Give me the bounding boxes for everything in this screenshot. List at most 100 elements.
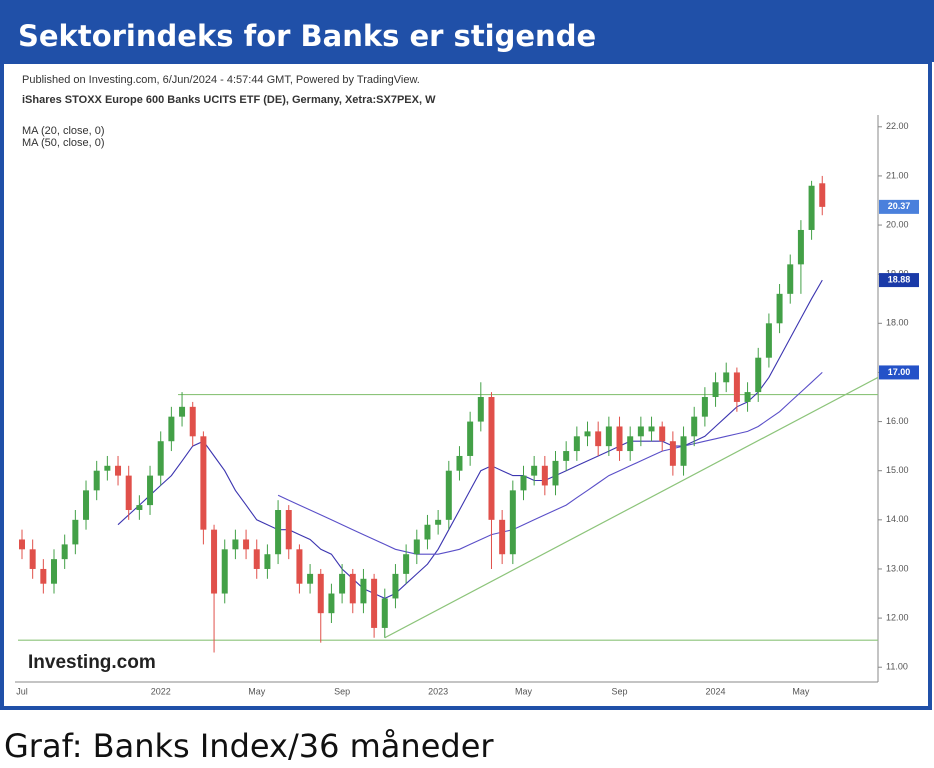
y-tick-label: 13.00 [886, 563, 909, 573]
candle-body [509, 490, 516, 555]
candle-body [541, 465, 548, 486]
y-tick-label: 20.00 [886, 219, 909, 229]
candle-body [40, 568, 47, 584]
candle-body [168, 416, 175, 442]
candle-body [605, 426, 612, 447]
y-tick-label: 16.00 [886, 416, 909, 426]
x-tick-label: 2024 [706, 686, 726, 696]
candle-body [691, 416, 698, 437]
candle-body [29, 549, 36, 569]
candle-body [712, 382, 719, 398]
x-tick-label: May [792, 686, 810, 696]
candle-body [339, 573, 346, 594]
candle-body [413, 539, 420, 555]
x-tick-label: Sep [334, 686, 350, 696]
y-tick-label: 14.00 [886, 514, 909, 524]
candle-body [637, 426, 644, 437]
candle-body [595, 431, 602, 447]
candle-body [232, 539, 239, 550]
y-tick-label: 21.00 [886, 170, 909, 180]
candle-body [211, 529, 218, 594]
candle-body [723, 372, 730, 383]
price-tag-label: 20.37 [888, 201, 911, 211]
chart-frame [0, 60, 932, 710]
candle-body [328, 593, 335, 614]
candle-body [125, 475, 132, 511]
candle-body [659, 426, 666, 442]
candle-body [221, 549, 228, 594]
candle-body [72, 519, 79, 545]
candle-body [19, 539, 25, 550]
candle-body [755, 357, 762, 393]
candle-body [136, 505, 143, 511]
published-note: Published on Investing.com, 6/Jun/2024 -… [22, 74, 420, 86]
candle-body [424, 524, 431, 540]
candle-body [787, 264, 794, 294]
candle-body [61, 544, 68, 560]
candle-body [467, 421, 474, 456]
header-title: Sektorindeks for Banks er stigende [18, 19, 596, 53]
candle-body [488, 397, 495, 520]
candle-body [563, 451, 570, 461]
ma-line [277, 371, 823, 555]
candle-body [531, 465, 538, 476]
candle-body [104, 465, 111, 471]
candle-body [147, 475, 154, 506]
candle-body [392, 573, 399, 599]
candle-body [445, 470, 452, 520]
candle-body [115, 465, 122, 476]
candle-body [765, 323, 772, 358]
price-tag-label: 17.00 [888, 367, 911, 377]
y-tick-label: 11.00 [886, 662, 908, 672]
candle-body [179, 406, 186, 417]
candle-body [797, 229, 804, 265]
candle-body [189, 406, 196, 437]
candle-body [371, 578, 378, 628]
candle-body [552, 460, 559, 486]
candle-body [403, 554, 410, 574]
candle-body [573, 436, 580, 452]
candle-body [51, 559, 58, 584]
trend-line [384, 376, 879, 639]
caption: Graf: Banks Index/36 måneder [4, 727, 494, 765]
x-tick-label: May [248, 686, 266, 696]
candle-body [776, 293, 783, 324]
y-tick-label: 22.00 [886, 121, 909, 131]
y-tick-label: 18.00 [886, 318, 909, 328]
candle-body [296, 549, 303, 584]
y-tick-label: 12.00 [886, 612, 909, 622]
candle-body [584, 431, 591, 437]
candle-body [744, 392, 751, 402]
candle-body [307, 573, 314, 584]
x-tick-label: Sep [612, 686, 628, 696]
candle-body [275, 510, 282, 555]
candle-body [819, 183, 826, 207]
candle-body [669, 441, 676, 466]
candle-body [317, 573, 324, 614]
legend-entry: MA (50, close, 0) [22, 137, 105, 149]
legend-entry: MA (20, close, 0) [22, 125, 105, 137]
x-tick-label: Jul [16, 686, 28, 696]
candle-body [243, 539, 250, 550]
instrument-title: iShares STOXX Europe 600 Banks UCITS ETF… [22, 94, 436, 106]
price-tag [879, 273, 919, 288]
candle-body [808, 185, 815, 230]
logo: Investing.com [28, 652, 156, 673]
candle-body [200, 436, 207, 530]
price-tag [879, 365, 919, 380]
candle-body [253, 549, 260, 569]
candle-body [733, 372, 740, 402]
candle-body [157, 441, 164, 476]
ma-line [117, 279, 823, 600]
candle-body [349, 573, 356, 604]
x-tick-label: 2023 [428, 686, 448, 696]
candle-body [648, 426, 655, 432]
price-tag-label: 18.88 [888, 274, 911, 284]
candle-body [381, 598, 388, 628]
candle-body [264, 554, 271, 569]
candle-body [701, 397, 708, 417]
candle-body [285, 510, 292, 550]
candle-body [499, 519, 506, 555]
header-bar [0, 0, 934, 62]
